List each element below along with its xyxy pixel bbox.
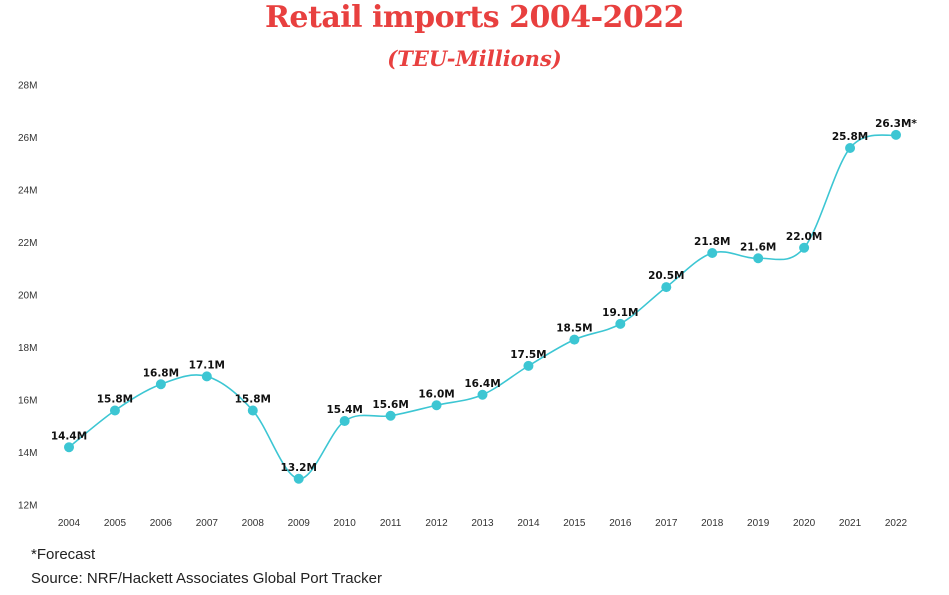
- data-points: [64, 129, 901, 484]
- line-chart: 12M 14M 16M 18M 20M 22M 24M 26M 28M 2004 2005 2006…: [18, 81, 918, 530]
- data-point: [707, 248, 718, 258]
- data-point: [569, 334, 580, 345]
- data-label: 15.8M: [235, 394, 271, 406]
- data-label: 26.3M*: [875, 118, 917, 130]
- data-point: [64, 442, 74, 453]
- data-label: 22.0M: [786, 231, 822, 243]
- x-tick-label: 2019: [747, 518, 770, 529]
- x-tick-label: 2007: [196, 518, 219, 529]
- x-tick-label: 2017: [655, 518, 678, 529]
- source-note: Source: NRF/Hackett Associates Global Po…: [31, 570, 382, 587]
- data-point: [845, 143, 856, 153]
- data-label: 15.4M: [326, 404, 362, 416]
- y-tick-label: 24M: [18, 186, 37, 197]
- data-point: [431, 400, 442, 411]
- data-label: 21.6M: [740, 241, 776, 253]
- x-tick-label: 2013: [471, 518, 494, 529]
- y-tick-label: 28M: [18, 81, 37, 92]
- x-tick-label: 2020: [793, 518, 816, 529]
- x-tick-label: 2006: [150, 518, 173, 529]
- data-point: [753, 253, 764, 264]
- data-point: [155, 379, 166, 390]
- data-label: 17.5M: [510, 349, 546, 361]
- data-labels: 14.4M 15.8M 16.8M 17.1M 15.8M 13.2M 15.4M 15.6M…: [51, 118, 918, 474]
- y-tick-label: 12M: [18, 501, 37, 512]
- series-line: [68, 134, 897, 480]
- data-point: [385, 410, 396, 421]
- x-axis: 2004 2005 2006 2007 2008 2009 2010 2011 2012 2013…: [58, 518, 908, 529]
- data-point: [339, 416, 350, 426]
- x-tick-label: 2016: [609, 518, 632, 529]
- data-point: [477, 389, 488, 400]
- data-label: 20.5M: [648, 270, 684, 282]
- data-label: 17.1M: [189, 359, 225, 371]
- x-tick-label: 2015: [563, 518, 586, 529]
- data-point: [109, 405, 120, 416]
- x-tick-label: 2008: [242, 518, 265, 529]
- data-label: 16.0M: [418, 388, 454, 400]
- x-tick-label: 2011: [380, 518, 402, 529]
- x-tick-label: 2021: [839, 518, 862, 529]
- data-point: [523, 360, 534, 371]
- data-label: 19.1M: [602, 307, 638, 319]
- data-label: 25.8M: [832, 131, 868, 143]
- data-point: [247, 405, 258, 416]
- data-label: 14.4M: [51, 430, 87, 442]
- data-point: [799, 242, 810, 253]
- y-tick-label: 22M: [18, 238, 37, 249]
- y-tick-label: 16M: [18, 396, 37, 407]
- data-point: [891, 129, 901, 140]
- x-tick-label: 2018: [701, 518, 724, 529]
- data-label: 16.8M: [143, 367, 179, 379]
- data-label: 15.8M: [97, 394, 133, 406]
- data-label: 18.5M: [556, 323, 592, 335]
- data-point: [661, 282, 672, 293]
- footnote: *Forecast: [31, 546, 96, 563]
- x-tick-label: 2014: [517, 518, 540, 529]
- chart-title: Retail imports 2004-2022: [264, 0, 685, 35]
- x-tick-label: 2005: [104, 518, 127, 529]
- data-label: 16.4M: [464, 378, 500, 390]
- data-label: 13.2M: [281, 462, 317, 474]
- data-label: 21.8M: [694, 236, 730, 248]
- y-tick-label: 14M: [18, 448, 37, 459]
- x-tick-label: 2010: [334, 518, 357, 529]
- x-tick-label: 2022: [885, 518, 908, 529]
- data-point: [615, 318, 626, 329]
- x-tick-label: 2004: [58, 518, 81, 529]
- data-point: [201, 371, 212, 382]
- y-axis: 12M 14M 16M 18M 20M 22M 24M 26M 28M: [18, 81, 37, 512]
- y-tick-label: 26M: [18, 133, 37, 144]
- chart-subtitle: (TEU-Millions): [387, 46, 562, 71]
- y-tick-label: 20M: [18, 291, 37, 302]
- data-label: 15.6M: [372, 399, 408, 411]
- data-point: [293, 473, 304, 484]
- y-tick-label: 18M: [18, 343, 37, 354]
- x-tick-label: 2012: [425, 518, 448, 529]
- x-tick-label: 2009: [288, 518, 311, 529]
